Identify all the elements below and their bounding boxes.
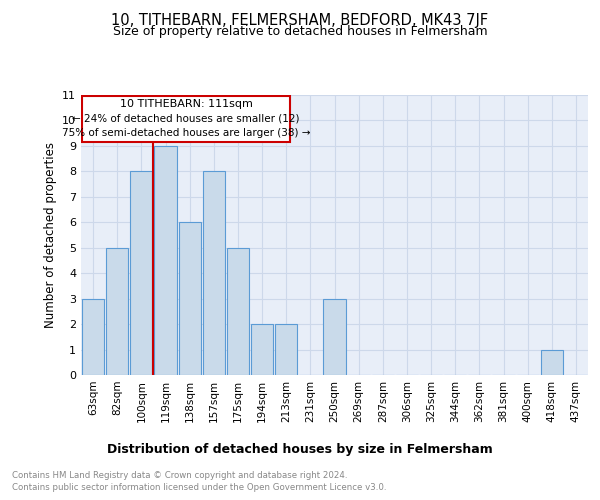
Text: 10 TITHEBARN: 111sqm: 10 TITHEBARN: 111sqm bbox=[119, 99, 253, 109]
Text: 10, TITHEBARN, FELMERSHAM, BEDFORD, MK43 7JF: 10, TITHEBARN, FELMERSHAM, BEDFORD, MK43… bbox=[112, 12, 488, 28]
Text: Size of property relative to detached houses in Felmersham: Size of property relative to detached ho… bbox=[113, 25, 487, 38]
Bar bbox=[82, 298, 104, 375]
Bar bbox=[227, 248, 249, 375]
Bar bbox=[251, 324, 273, 375]
Bar bbox=[323, 298, 346, 375]
Text: Distribution of detached houses by size in Felmersham: Distribution of detached houses by size … bbox=[107, 442, 493, 456]
Y-axis label: Number of detached properties: Number of detached properties bbox=[44, 142, 56, 328]
Bar bbox=[154, 146, 176, 375]
Bar bbox=[541, 350, 563, 375]
Bar bbox=[275, 324, 298, 375]
Text: Contains HM Land Registry data © Crown copyright and database right 2024.: Contains HM Land Registry data © Crown c… bbox=[12, 471, 347, 480]
Text: ← 24% of detached houses are smaller (12): ← 24% of detached houses are smaller (12… bbox=[72, 114, 300, 124]
Text: Contains public sector information licensed under the Open Government Licence v3: Contains public sector information licen… bbox=[12, 483, 386, 492]
FancyBboxPatch shape bbox=[82, 96, 290, 142]
Bar bbox=[203, 172, 225, 375]
Bar bbox=[130, 172, 152, 375]
Bar bbox=[106, 248, 128, 375]
Text: 75% of semi-detached houses are larger (38) →: 75% of semi-detached houses are larger (… bbox=[62, 128, 310, 138]
Bar bbox=[179, 222, 201, 375]
